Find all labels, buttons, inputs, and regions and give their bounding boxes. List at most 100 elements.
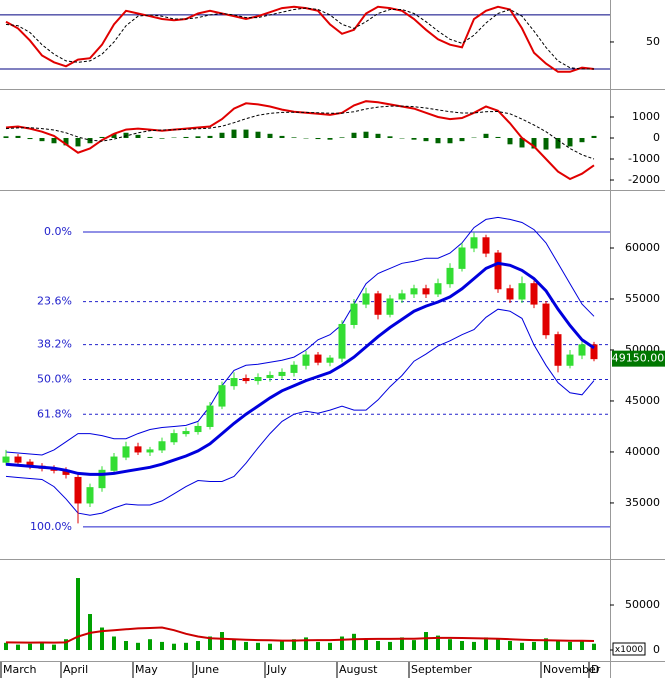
price-tag	[612, 350, 665, 367]
histogram-bar	[387, 136, 393, 139]
x-tick-label: November	[543, 663, 601, 676]
candle-body	[218, 385, 226, 407]
candle-body	[134, 446, 142, 453]
histogram-bar	[579, 138, 585, 143]
fib-label: 38.2%	[37, 338, 72, 351]
y-tick-label: 55000	[625, 292, 660, 305]
volume-bar	[364, 639, 368, 651]
histogram-bar	[411, 138, 417, 140]
candle-body	[326, 357, 334, 363]
histogram-bar	[435, 138, 441, 144]
volume-bar	[160, 641, 164, 651]
volume-bar	[568, 641, 572, 651]
volume-bar	[136, 642, 140, 651]
price-tag-label: 49150.00	[612, 352, 665, 365]
volume-bar	[304, 637, 308, 651]
candle-body	[362, 293, 370, 305]
volume-bar	[460, 641, 464, 651]
volume-bar	[268, 643, 272, 651]
volume-bar	[280, 641, 284, 651]
volume-bar	[556, 640, 560, 651]
candle-body	[110, 456, 118, 471]
histogram-bar	[507, 138, 513, 145]
candle-body	[98, 469, 106, 489]
volume-bar	[436, 635, 440, 651]
histogram-bar	[531, 138, 537, 149]
candle-body	[182, 431, 190, 435]
volume-bar	[580, 641, 584, 651]
candle-body	[410, 288, 418, 295]
histogram-bar	[75, 138, 81, 147]
candle-body	[374, 293, 382, 315]
volume-bar	[52, 644, 56, 651]
volume-bar	[148, 639, 152, 651]
candle-body	[278, 371, 286, 376]
fib-label: 61.8%	[37, 407, 72, 420]
x-tick-label: August	[339, 663, 378, 676]
y-tick-label: 40000	[625, 445, 660, 458]
series-line	[5, 100, 595, 181]
histogram-bar	[51, 138, 57, 144]
volume-bar	[76, 578, 80, 651]
volume-bar	[124, 641, 128, 651]
x-tick-label: May	[135, 663, 158, 676]
candle-body	[398, 293, 406, 300]
y-tick-label: 0	[653, 643, 660, 656]
candle-body	[590, 344, 598, 360]
candle-body	[566, 354, 574, 366]
histogram-bar	[567, 138, 573, 147]
histogram-bar	[363, 131, 369, 139]
histogram-bar	[15, 135, 21, 139]
histogram-bar	[291, 137, 297, 139]
candle-body	[194, 425, 202, 433]
histogram-bar	[195, 136, 201, 139]
volume-bar	[484, 637, 488, 651]
fib-label: 100.0%	[30, 520, 72, 533]
series-line	[5, 626, 595, 644]
candle-body	[242, 378, 250, 382]
candle-body	[122, 446, 130, 458]
x-tick-label: April	[63, 663, 88, 676]
volume-bar	[16, 644, 20, 651]
volume-bar	[184, 642, 188, 651]
candle-body	[434, 283, 442, 295]
histogram-bar	[219, 132, 225, 139]
candle-body	[386, 298, 394, 315]
candle-body	[458, 247, 466, 269]
candle-body	[542, 303, 550, 336]
histogram-bar	[255, 131, 261, 139]
volume-bar	[448, 639, 452, 651]
volume-bar	[424, 632, 428, 651]
candle-body	[350, 303, 358, 325]
histogram-bar	[3, 136, 9, 139]
candle-body	[14, 456, 22, 463]
histogram-bar	[63, 138, 69, 146]
volume-bar	[376, 641, 380, 651]
volume-bar	[64, 639, 68, 651]
series-line	[5, 7, 594, 70]
volume-bar	[592, 643, 596, 651]
volume-bar	[220, 632, 224, 651]
candle-body	[470, 237, 478, 249]
volume-bar	[316, 641, 320, 651]
candle-body	[302, 354, 310, 366]
fib-label: 23.6%	[37, 295, 72, 308]
y-tick-label: 50000	[625, 598, 660, 611]
x-tick-label: September	[411, 663, 472, 676]
volume-bar	[388, 641, 392, 651]
volume-bar	[340, 636, 344, 651]
histogram-bar	[243, 129, 249, 139]
volume-bar	[196, 641, 200, 651]
histogram-bar	[267, 133, 273, 139]
histogram-bar	[315, 138, 321, 140]
y-tick-label: 35000	[625, 496, 660, 509]
histogram-bar	[351, 132, 357, 139]
volume-bar	[400, 637, 404, 651]
candle-body	[86, 487, 94, 504]
fib-label: 0.0%	[44, 225, 72, 238]
volume-bar	[172, 643, 176, 651]
histogram-bar	[123, 132, 129, 139]
candle-body	[206, 405, 214, 427]
